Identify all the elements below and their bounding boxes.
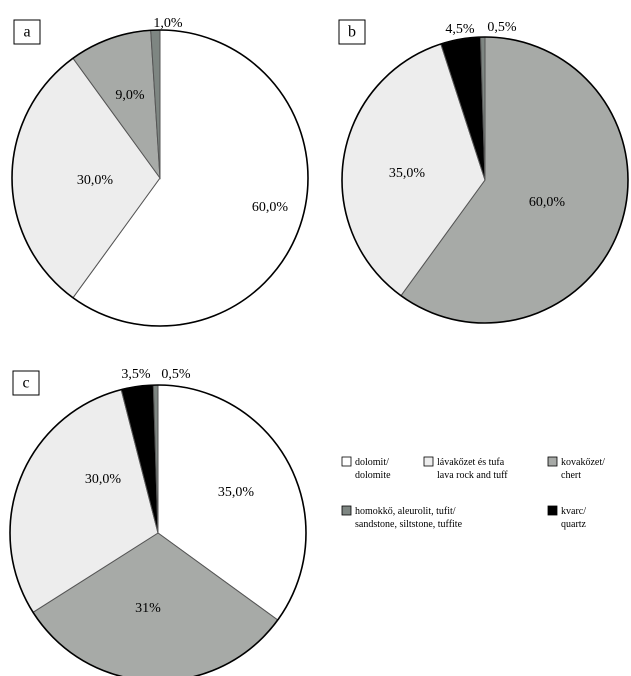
legend-label-en-lava_tuff: lava rock and tuff xyxy=(437,470,508,481)
panel-label-c: c xyxy=(22,375,29,392)
legend-swatch-chert xyxy=(547,456,558,467)
slice-label-c-sandstone: 0,5% xyxy=(161,367,191,382)
slice-label-c-dolomite: 35,0% xyxy=(218,485,255,500)
pie-outline-c xyxy=(9,384,307,676)
pie-chart-b: 60,0% 35,0% 4,5% 0,5% b xyxy=(338,19,629,324)
legend-label-lava_tuff: lávakőzet és tufa xyxy=(437,457,505,468)
pie-outline-a xyxy=(11,29,309,327)
panel-label-box-a xyxy=(13,19,41,45)
legend-label-quartz: kvarc/ xyxy=(561,506,586,517)
legend-label-en-sandstone: sandstone, siltstone, tuffite xyxy=(355,519,463,530)
slice-label-b-chert: 60,0% xyxy=(529,195,566,210)
slice-label-b-quartz: 4,5% xyxy=(445,22,475,37)
slice-label-a-lava_tuff: 30,0% xyxy=(77,173,114,188)
slice-label-c-chert: 31% xyxy=(135,601,161,616)
legend-swatch-quartz xyxy=(547,505,558,516)
slice-label-b-lava_tuff: 35,0% xyxy=(389,166,426,181)
slice-label-a-sandstone: 1,0% xyxy=(153,16,183,31)
slice-label-b-sandstone: 0,5% xyxy=(487,20,517,35)
legend: dolomit/dolomite lávakőzet és tufa lava ro… xyxy=(341,456,605,530)
panel-label-b: b xyxy=(348,24,356,41)
legend-label-chert: kovakőzet/ xyxy=(561,457,605,468)
legend-label-en-chert: chert xyxy=(561,470,581,481)
legend-item-quartz: kvarc/quartz xyxy=(547,505,587,530)
legend-item-dolomite: dolomit/dolomite xyxy=(341,456,391,481)
slice-label-a-dolomite: 60,0% xyxy=(252,200,289,215)
pie-chart-c: 35,0% 31% 30,0% 3,5% 0,5% c xyxy=(9,367,307,676)
panel-label-a: a xyxy=(23,24,30,41)
legend-swatch-dolomite xyxy=(341,456,352,467)
legend-label-en-quartz: quartz xyxy=(561,519,587,530)
legend-item-sandstone: homokkő, aleurolit, tufit/sandstone, sil… xyxy=(341,505,463,530)
panel-label-box-c xyxy=(12,370,40,396)
legend-label-sandstone: homokkő, aleurolit, tufit/ xyxy=(355,506,456,517)
legend-label-dolomite: dolomit/ xyxy=(355,457,389,468)
pie-chart-a: 60,0% 30,0% 9,0% 1,0% a xyxy=(11,16,309,327)
pie-outline-b xyxy=(341,36,629,324)
legend-item-chert: kovakőzet/chert xyxy=(547,456,605,481)
panel-label-box-b xyxy=(338,19,366,45)
slice-label-c-lava_tuff: 30,0% xyxy=(85,472,122,487)
legend-swatch-sandstone xyxy=(341,505,352,516)
slice-label-a-chert: 9,0% xyxy=(115,88,145,103)
legend-item-lava_tuff: lávakőzet és tufa lava rock and tuff xyxy=(423,456,508,481)
legend-swatch-lava_tuff xyxy=(423,456,434,467)
slice-label-c-quartz: 3,5% xyxy=(121,367,151,382)
legend-label-en-dolomite: dolomite xyxy=(355,470,391,481)
